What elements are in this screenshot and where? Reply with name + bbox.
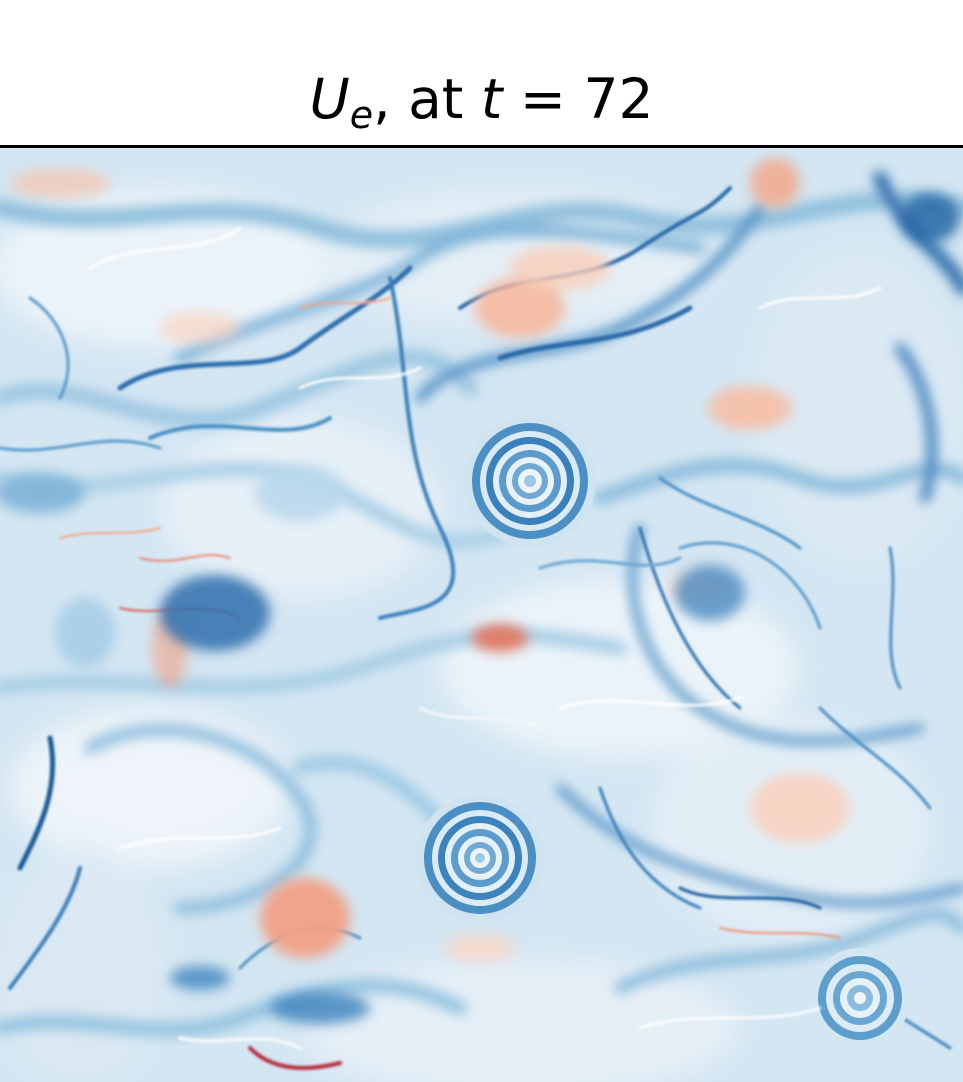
- plot-title: Ue, at t = 72: [0, 66, 963, 134]
- turbulence-field-image: [0, 148, 963, 1082]
- vortex-upper-center: [464, 415, 596, 547]
- title-subscript: e: [349, 93, 374, 137]
- title-time-value: 72: [583, 67, 654, 131]
- plot-top-border: [0, 145, 963, 148]
- title-rest: , at: [373, 67, 481, 131]
- turbulence-field-svg: [0, 148, 963, 1082]
- title-equals: =: [502, 67, 584, 131]
- title-symbol: U: [309, 67, 350, 131]
- title-time-symbol: t: [480, 67, 503, 131]
- vortex-lower-center: [416, 794, 544, 922]
- vortex-lower-right: [810, 948, 910, 1048]
